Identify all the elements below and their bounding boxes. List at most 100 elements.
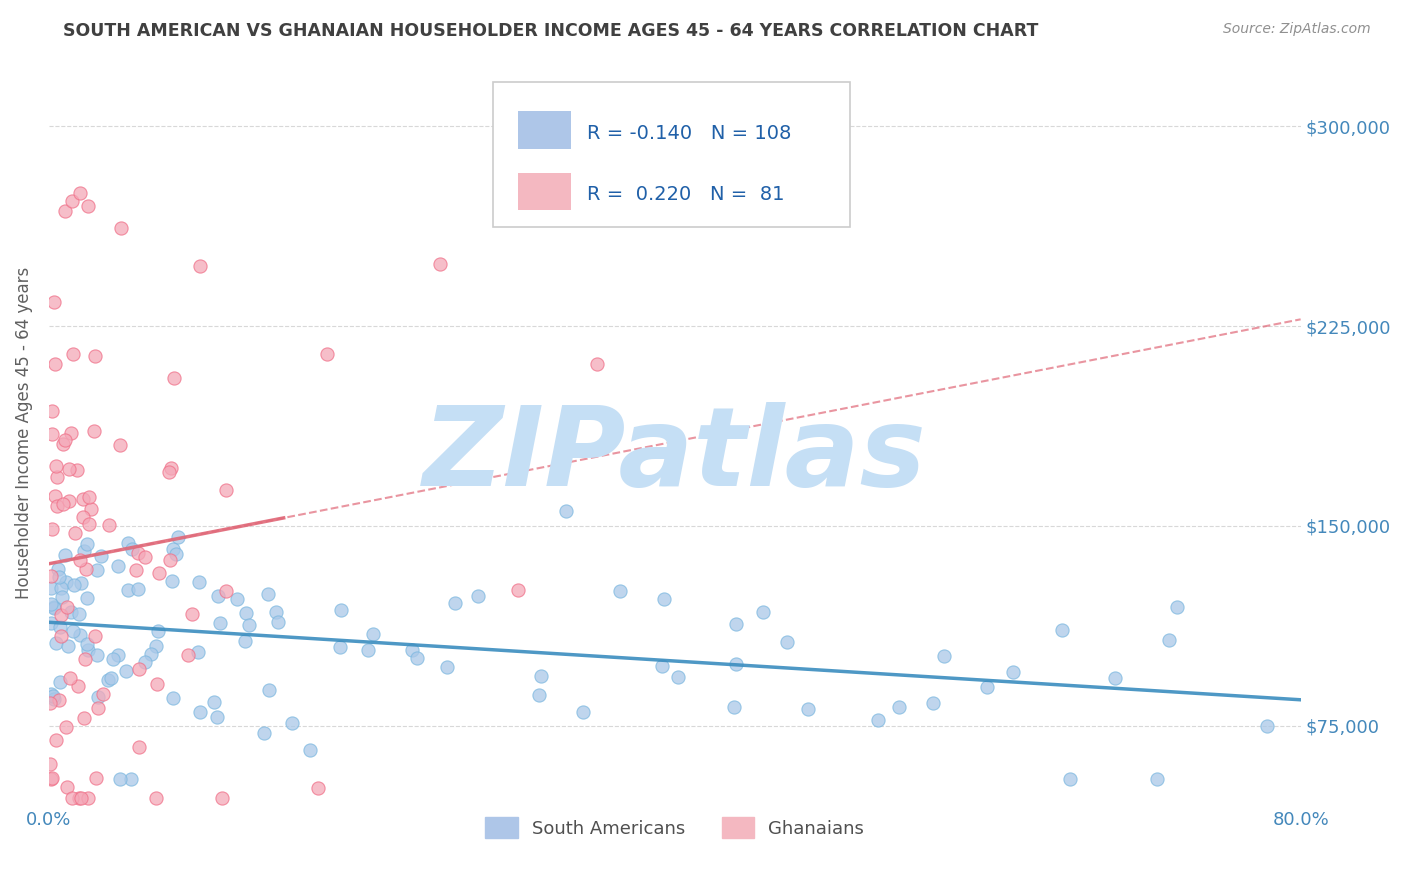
Point [887, 700, 910, 714]
FancyBboxPatch shape [519, 112, 571, 149]
Point [866, 714, 889, 728]
Point [52, 437, 75, 451]
Point [56, 780, 79, 795]
Point [62, 194, 84, 208]
Point [115, 664, 138, 678]
Point [145, 790, 167, 805]
Point [211, 790, 233, 805]
Point [205, 709, 228, 723]
Point [257, 587, 280, 601]
Point [77, 516, 100, 531]
Point [76, 637, 98, 651]
Point [652, 591, 675, 606]
Point [165, 547, 187, 561]
FancyBboxPatch shape [519, 173, 571, 211]
Point [401, 643, 423, 657]
Point [69, 553, 91, 567]
Point [148, 624, 170, 638]
Point [307, 781, 329, 796]
Point [215, 483, 238, 498]
Point [44, 489, 66, 503]
Point [204, 695, 226, 709]
Point [80, 502, 103, 516]
Point [725, 657, 748, 671]
Legend: South Americans, Ghanaians: South Americans, Ghanaians [478, 810, 872, 846]
Point [406, 651, 429, 665]
Point [148, 566, 170, 580]
Point [55, 599, 77, 614]
Point [42, 689, 65, 703]
Point [72, 509, 94, 524]
Point [585, 358, 607, 372]
Point [356, 643, 378, 657]
Point [134, 549, 156, 564]
Point [225, 592, 247, 607]
Point [46, 499, 69, 513]
Point [77, 199, 100, 213]
Point [76, 790, 98, 805]
Point [527, 688, 550, 702]
Point [157, 465, 180, 479]
Point [160, 461, 183, 475]
Point [63, 577, 86, 591]
Point [49, 581, 72, 595]
Point [69, 790, 91, 805]
Point [429, 257, 451, 271]
Point [66, 679, 89, 693]
Point [1157, 632, 1180, 647]
Y-axis label: Householder Income Ages 45 - 64 years: Householder Income Ages 45 - 64 years [15, 267, 32, 599]
Point [39, 597, 62, 611]
Point [725, 616, 748, 631]
Text: Source: ZipAtlas.com: Source: ZipAtlas.com [1223, 22, 1371, 37]
Point [51, 607, 73, 622]
Point [62, 347, 84, 361]
Point [751, 605, 773, 619]
Point [651, 659, 673, 673]
Point [253, 725, 276, 739]
Text: ZIPatlas: ZIPatlas [423, 401, 927, 508]
Point [97, 673, 120, 687]
Point [42, 601, 65, 615]
Point [188, 705, 211, 719]
Point [45, 636, 67, 650]
Point [120, 772, 142, 786]
Point [922, 696, 945, 710]
Point [666, 670, 689, 684]
Point [59, 672, 82, 686]
Point [91, 687, 114, 701]
Point [125, 563, 148, 577]
Point [42, 692, 65, 706]
Point [976, 681, 998, 695]
Point [107, 648, 129, 662]
Point [146, 677, 169, 691]
Point [84, 771, 107, 785]
Point [188, 574, 211, 589]
Point [39, 772, 62, 786]
Point [70, 575, 93, 590]
Point [63, 526, 86, 541]
Point [69, 628, 91, 642]
Point [41, 427, 63, 442]
Point [1002, 665, 1025, 679]
Point [107, 558, 129, 573]
Point [103, 651, 125, 665]
Point [233, 633, 256, 648]
Point [162, 541, 184, 556]
Point [60, 790, 83, 805]
Point [69, 186, 91, 200]
Point [530, 669, 553, 683]
Text: R = -0.140   N = 108: R = -0.140 N = 108 [588, 124, 792, 143]
Point [44, 357, 66, 371]
Point [181, 607, 204, 621]
Point [134, 655, 156, 669]
Point [41, 522, 63, 536]
Point [60, 605, 83, 619]
Text: SOUTH AMERICAN VS GHANAIAN HOUSEHOLDER INCOME AGES 45 - 64 YEARS CORRELATION CHA: SOUTH AMERICAN VS GHANAIAN HOUSEHOLDER I… [63, 22, 1039, 40]
Point [39, 757, 62, 772]
Point [508, 582, 530, 597]
Point [55, 574, 77, 589]
Point [159, 552, 181, 566]
Point [110, 220, 132, 235]
Point [60, 425, 83, 440]
Text: R =  0.220   N =  81: R = 0.220 N = 81 [588, 186, 785, 204]
